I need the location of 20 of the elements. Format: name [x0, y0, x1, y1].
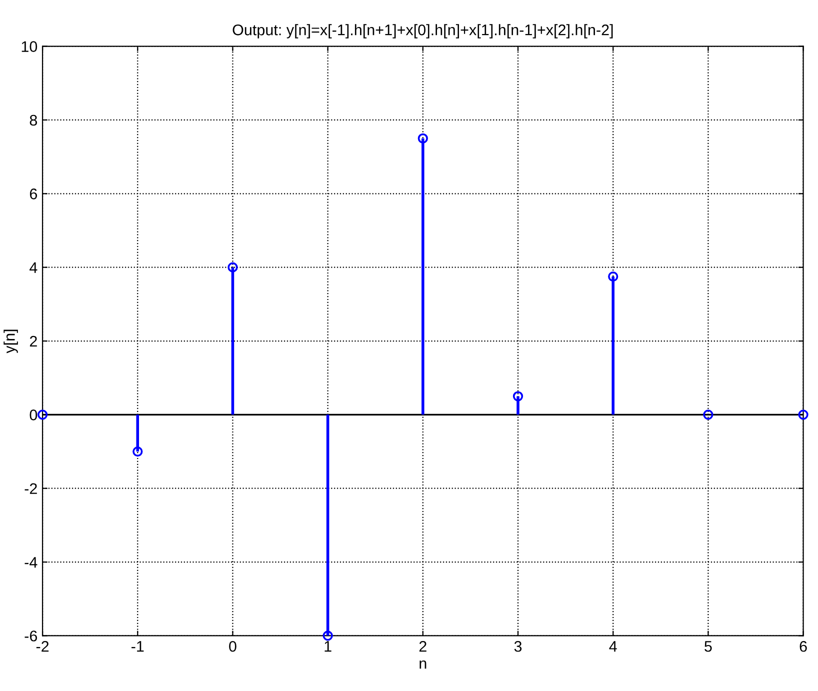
x-tick-label: 5: [704, 641, 712, 652]
y-tick-label: 4: [30, 262, 38, 273]
y-tick-label: 6: [30, 188, 38, 200]
x-tick-label: 2: [419, 640, 426, 652]
y-tick-label: 0: [30, 410, 38, 420]
x-tick-label: 6: [800, 640, 807, 652]
y-axis-title: y[n]: [4, 330, 18, 354]
x-tick-label: 3: [514, 640, 522, 652]
x-tick-label: 4: [609, 641, 617, 652]
y-tick-label: 8: [30, 114, 38, 126]
y-tick-label: -2: [24, 483, 37, 494]
x-tick-label: 0: [229, 640, 236, 652]
x-tick-label: 1: [324, 641, 332, 652]
y-tick-label: 10: [22, 41, 38, 52]
y-tick-label: 2: [30, 336, 37, 347]
chart-title: Output: y[n]=x[-1].h[n+1]+x[0].h[n]+x[1].h[n-1]+x[2].h[n-2]: [232, 24, 613, 38]
x-axis-title: n: [420, 660, 426, 669]
x-tick-label: -1: [132, 641, 144, 652]
y-tick-label: -4: [24, 557, 38, 568]
y-tick-label: -6: [24, 630, 38, 642]
